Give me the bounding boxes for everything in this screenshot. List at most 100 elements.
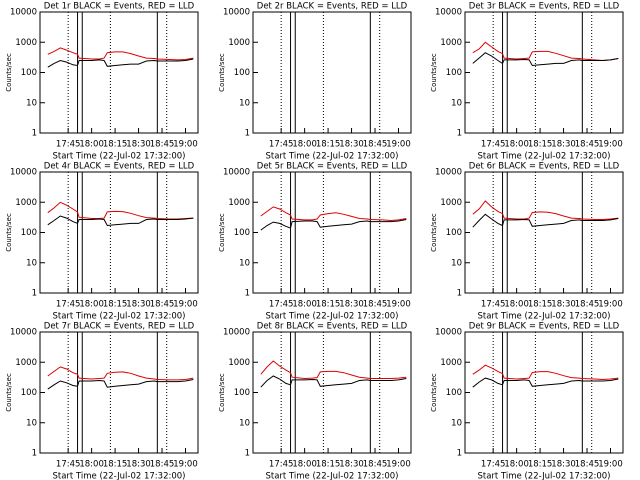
y-tick-label: 1 [245, 289, 250, 299]
y-tick-label: 1000 [15, 198, 37, 208]
x-tick-label: 18:15 [528, 460, 553, 470]
x-axis-label: Start Time (22-Jul-02 17:32:00) [478, 472, 611, 480]
data-line [472, 377, 619, 388]
y-axis-label: Counts/sec [218, 53, 226, 92]
plot-frame [39, 331, 199, 454]
y-tick-label: 100 [234, 68, 250, 78]
x-tick-label: 18:30 [339, 140, 364, 150]
chart-title: Det 4r BLACK = Events, RED = LLD [44, 162, 195, 172]
plot-frame [464, 331, 624, 454]
y-axis-label: Counts/sec [430, 213, 438, 252]
x-tick-label: 18:15 [528, 140, 553, 150]
y-tick-label: 10000 [223, 8, 250, 18]
x-axis-label: Start Time (22-Jul-02 17:32:00) [478, 312, 611, 322]
data-line [260, 219, 407, 231]
x-tick-label: 18:15 [316, 300, 341, 310]
x-tick-label: 18:45 [363, 300, 388, 310]
data-line [47, 58, 194, 68]
x-tick-label: 18:15 [316, 460, 341, 470]
x-tick-label: 19:00 [173, 300, 198, 310]
y-tick-label: 10 [26, 418, 37, 428]
x-tick-label: 18:00 [292, 300, 317, 310]
x-tick-label: 17:45 [56, 140, 81, 150]
chart-title: Det 6r BLACK = Events, RED = LLD [469, 162, 620, 172]
x-tick-label: 18:30 [126, 300, 151, 310]
y-tick-label: 100 [234, 228, 250, 238]
x-tick-label: 18:45 [575, 300, 600, 310]
x-tick-label: 18:00 [79, 300, 104, 310]
x-tick-label: 17:45 [56, 460, 81, 470]
x-tick-label: 17:45 [56, 300, 81, 310]
y-tick-label: 10 [26, 98, 37, 108]
x-tick-label: 19:00 [386, 140, 411, 150]
y-tick-label: 10 [451, 418, 462, 428]
x-tick-label: 19:00 [173, 140, 198, 150]
y-tick-label: 1000 [228, 198, 250, 208]
y-tick-label: 10000 [223, 328, 250, 338]
y-tick-label: 1000 [228, 358, 250, 368]
y-tick-label: 1 [245, 449, 250, 459]
y-tick-label: 10000 [10, 328, 37, 338]
data-line [472, 52, 619, 67]
x-axis-label: Start Time (22-Jul-02 17:32:00) [53, 152, 186, 162]
y-tick-label: 1 [245, 129, 250, 139]
x-tick-label: 17:45 [481, 140, 506, 150]
x-tick-label: 18:15 [103, 300, 128, 310]
x-axis-label: Start Time (22-Jul-02 17:32:00) [266, 152, 399, 162]
x-tick-label: 17:45 [481, 300, 506, 310]
data-line [260, 375, 407, 388]
data-line [47, 379, 194, 390]
data-line [472, 200, 619, 220]
y-tick-label: 1000 [440, 198, 462, 208]
y-axis-label: Counts/sec [430, 373, 438, 412]
x-tick-label: 18:30 [339, 300, 364, 310]
plot-frame [252, 171, 412, 294]
x-tick-label: 18:15 [528, 300, 553, 310]
x-tick-label: 18:00 [292, 140, 317, 150]
y-tick-label: 1 [32, 289, 37, 299]
y-tick-label: 100 [446, 388, 462, 398]
plot-frame [252, 11, 412, 134]
x-axis-label: Start Time (22-Jul-02 17:32:00) [53, 312, 186, 322]
plot-frame [252, 331, 412, 454]
chart-title: Det 8r BLACK = Events, RED = LLD [257, 322, 408, 332]
x-tick-label: 18:30 [551, 300, 576, 310]
y-tick-label: 1000 [440, 358, 462, 368]
x-tick-label: 18:30 [551, 460, 576, 470]
y-axis-label: Counts/sec [430, 53, 438, 92]
y-tick-label: 10 [451, 98, 462, 108]
x-tick-label: 19:00 [598, 140, 623, 150]
chart-title: Det 9r BLACK = Events, RED = LLD [469, 322, 620, 332]
y-tick-label: 1 [457, 289, 462, 299]
y-tick-label: 1000 [440, 38, 462, 48]
y-tick-label: 100 [21, 228, 37, 238]
x-tick-label: 17:45 [269, 140, 294, 150]
x-tick-label: 18:00 [79, 140, 104, 150]
x-tick-label: 18:00 [79, 460, 104, 470]
y-tick-label: 1 [457, 129, 462, 139]
y-tick-label: 10000 [435, 168, 462, 178]
x-tick-label: 18:00 [504, 300, 529, 310]
x-tick-label: 18:15 [316, 140, 341, 150]
data-line [47, 215, 194, 227]
y-axis-label: Counts/sec [218, 373, 226, 412]
x-tick-label: 17:45 [269, 460, 294, 470]
x-axis-label: Start Time (22-Jul-02 17:32:00) [53, 472, 186, 480]
x-tick-label: 17:45 [269, 300, 294, 310]
y-tick-label: 10000 [435, 328, 462, 338]
y-tick-label: 1000 [228, 38, 250, 48]
x-tick-label: 18:45 [150, 300, 175, 310]
y-tick-label: 100 [446, 68, 462, 78]
y-axis-label: Counts/sec [5, 53, 13, 92]
data-line [260, 206, 407, 222]
y-tick-label: 100 [446, 228, 462, 238]
y-tick-label: 10000 [435, 8, 462, 18]
y-axis-label: Counts/sec [218, 213, 226, 252]
x-tick-label: 18:00 [504, 460, 529, 470]
y-tick-label: 1 [32, 449, 37, 459]
y-tick-label: 10000 [223, 168, 250, 178]
x-tick-label: 19:00 [598, 460, 623, 470]
y-tick-label: 10 [451, 258, 462, 268]
data-line [47, 47, 194, 61]
